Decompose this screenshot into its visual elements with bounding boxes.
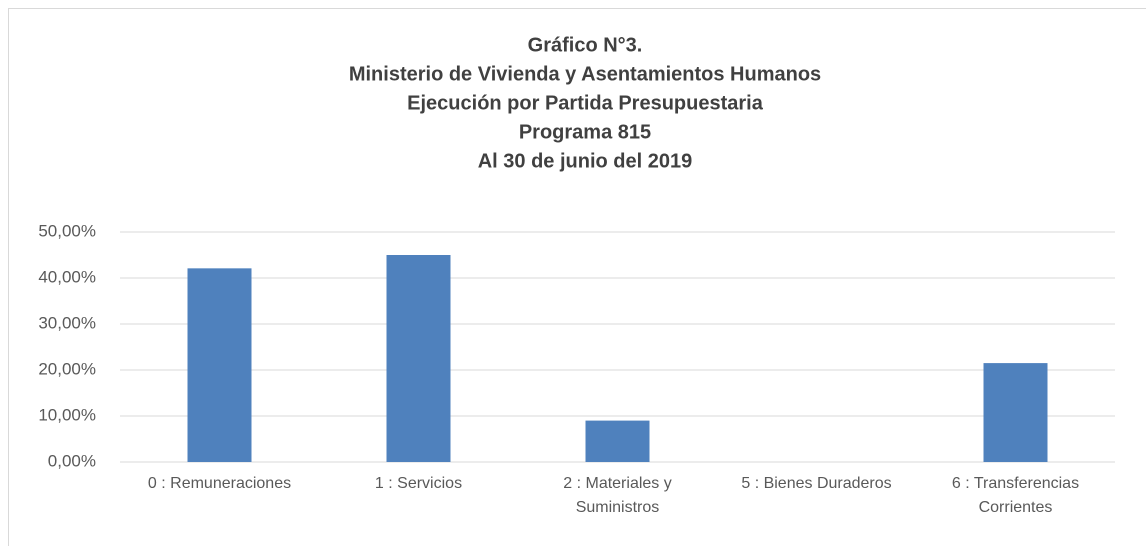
- x-tick-label: 5 : Bienes Duraderos: [741, 475, 892, 492]
- x-tick-label: 1 : Servicios: [374, 475, 463, 492]
- chart-title: Al 30 de junio del 2019: [478, 150, 693, 172]
- x-tick-label: 6 : Transferencias Corrientes: [951, 475, 1080, 516]
- bar: [585, 420, 650, 462]
- y-tick-label: 10,00%: [38, 405, 96, 424]
- y-tick-label: 20,00%: [38, 359, 96, 378]
- chart-border: [8, 8, 1146, 546]
- chart-title: Programa 815: [519, 121, 651, 143]
- bar: [983, 363, 1048, 462]
- bar: [187, 268, 252, 462]
- x-tick-label: 2 : Materiales y Suministros: [563, 475, 672, 516]
- y-tick-label: 0,00%: [48, 451, 96, 470]
- chart-title: Gráfico N°3.: [528, 34, 643, 56]
- x-tick-label: 0 : Remuneraciones: [147, 475, 292, 492]
- chart-title: Ejecución por Partida Presupuestaria: [407, 92, 764, 114]
- y-tick-label: 40,00%: [38, 267, 96, 286]
- y-tick-label: 50,00%: [38, 221, 96, 240]
- y-tick-label: 30,00%: [38, 313, 96, 332]
- bar: [386, 255, 451, 462]
- chart-title: Ministerio de Vivienda y Asentamientos H…: [349, 63, 821, 85]
